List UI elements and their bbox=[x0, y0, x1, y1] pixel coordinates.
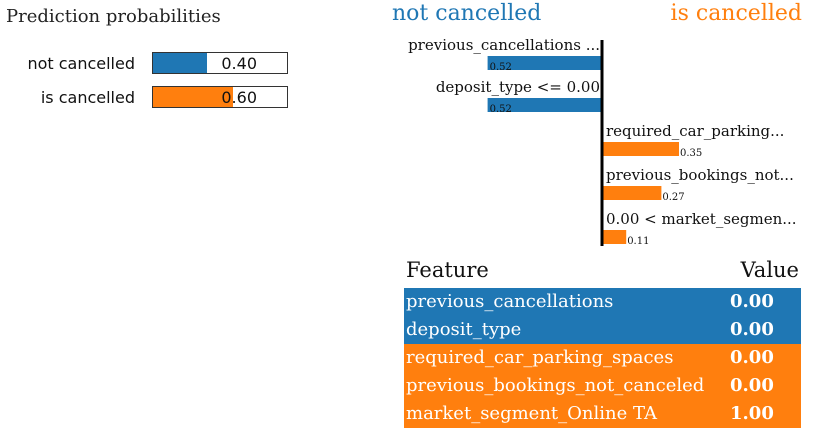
header-positive-class: is cancelled bbox=[671, 1, 802, 26]
feature-label: required_car_parking... bbox=[606, 122, 784, 140]
feature-name: deposit_type bbox=[406, 319, 522, 340]
table-row: previous_cancellations 0.00 bbox=[404, 288, 801, 316]
contribution-bar bbox=[602, 142, 679, 156]
table-header-feature: Feature bbox=[406, 258, 489, 282]
prediction-value: 0.40 bbox=[221, 54, 257, 73]
contribution-value: 0.27 bbox=[662, 192, 684, 203]
table-header: Feature Value bbox=[404, 256, 801, 288]
prediction-title: Prediction probabilities bbox=[6, 6, 221, 27]
prediction-bar: 0.40 bbox=[152, 52, 288, 74]
feature-label: deposit_type <= 0.00 bbox=[436, 78, 600, 96]
contribution-value: 0.35 bbox=[680, 148, 702, 159]
feature-value: 1.00 bbox=[730, 403, 774, 424]
prediction-bar: 0.60 bbox=[152, 86, 288, 108]
prediction-row-not-cancelled: not cancelled 0.40 bbox=[0, 52, 300, 76]
feature-value: 0.00 bbox=[730, 291, 774, 312]
contribution-value: 0.52 bbox=[490, 104, 512, 115]
prediction-fill bbox=[153, 87, 234, 107]
table-body: previous_cancellations 0.00 deposit_type 0.… bbox=[404, 288, 801, 428]
contribution-bar bbox=[602, 230, 627, 244]
table-header-value: Value bbox=[740, 258, 799, 282]
contribution-bar bbox=[487, 98, 602, 112]
table-row: market_segment_Online TA 1.00 bbox=[404, 400, 801, 428]
feature-label: previous_bookings_not... bbox=[606, 166, 794, 184]
table-row: deposit_type 0.00 bbox=[404, 316, 801, 344]
feature-value: 0.00 bbox=[730, 319, 774, 340]
prediction-row-is-cancelled: is cancelled 0.60 bbox=[0, 86, 300, 110]
header-negative-class: not cancelled bbox=[392, 1, 541, 26]
table-row: previous_bookings_not_canceled 0.00 bbox=[404, 372, 801, 400]
table-row: required_car_parking_spaces 0.00 bbox=[404, 344, 801, 372]
prediction-fill bbox=[153, 53, 207, 73]
contribution-value: 0.52 bbox=[490, 62, 512, 73]
prediction-label: not cancelled bbox=[27, 54, 135, 73]
feature-label: 0.00 < market_segmen... bbox=[606, 210, 797, 228]
prediction-label: is cancelled bbox=[40, 88, 135, 107]
feature-name: previous_cancellations bbox=[406, 291, 614, 312]
contribution-bar bbox=[602, 186, 662, 200]
prediction-value: 0.60 bbox=[221, 88, 257, 107]
feature-label: previous_cancellations ... bbox=[408, 36, 600, 54]
feature-value: 0.00 bbox=[730, 347, 774, 368]
feature-value: 0.00 bbox=[730, 375, 774, 396]
contribution-value: 0.11 bbox=[627, 236, 649, 247]
feature-value-table: Feature Value previous_cancellations 0.00… bbox=[404, 256, 801, 428]
contribution-bar bbox=[487, 56, 602, 70]
feature-name: market_segment_Online TA bbox=[406, 403, 658, 424]
feature-name: previous_bookings_not_canceled bbox=[406, 375, 705, 396]
feature-contribution-chart: not cancelled is cancelled previous_cancel… bbox=[392, 1, 802, 247]
feature-name: required_car_parking_spaces bbox=[406, 347, 674, 368]
